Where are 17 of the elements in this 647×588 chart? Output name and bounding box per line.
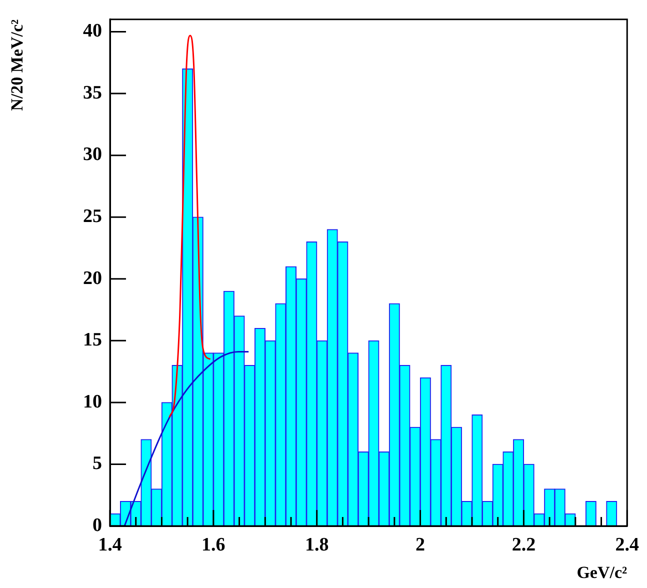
x-tick-label: 1.6 (202, 534, 226, 556)
y-tick-label: 10 (83, 391, 102, 412)
x-tick-label: 1.4 (98, 534, 122, 556)
y-tick-label: 30 (83, 144, 102, 166)
x-axis-title: GeV/c² (576, 563, 628, 582)
x-tick-label: 2.4 (615, 534, 640, 556)
x-tick-label: 2.2 (512, 534, 536, 556)
y-axis-title: N/20 MeV/c² (8, 19, 27, 111)
x-tick-label: 1.8 (304, 534, 329, 556)
y-tick-label: 15 (83, 330, 102, 351)
y-tick-label: 0 (92, 514, 102, 536)
y-tick-label: 35 (83, 82, 102, 104)
y-tick-label: 25 (83, 206, 102, 228)
y-tick-label: 40 (83, 20, 102, 42)
y-tick-label: 20 (83, 268, 102, 289)
y-tick-label: 5 (92, 453, 102, 474)
x-tick-label: 2 (416, 534, 426, 556)
